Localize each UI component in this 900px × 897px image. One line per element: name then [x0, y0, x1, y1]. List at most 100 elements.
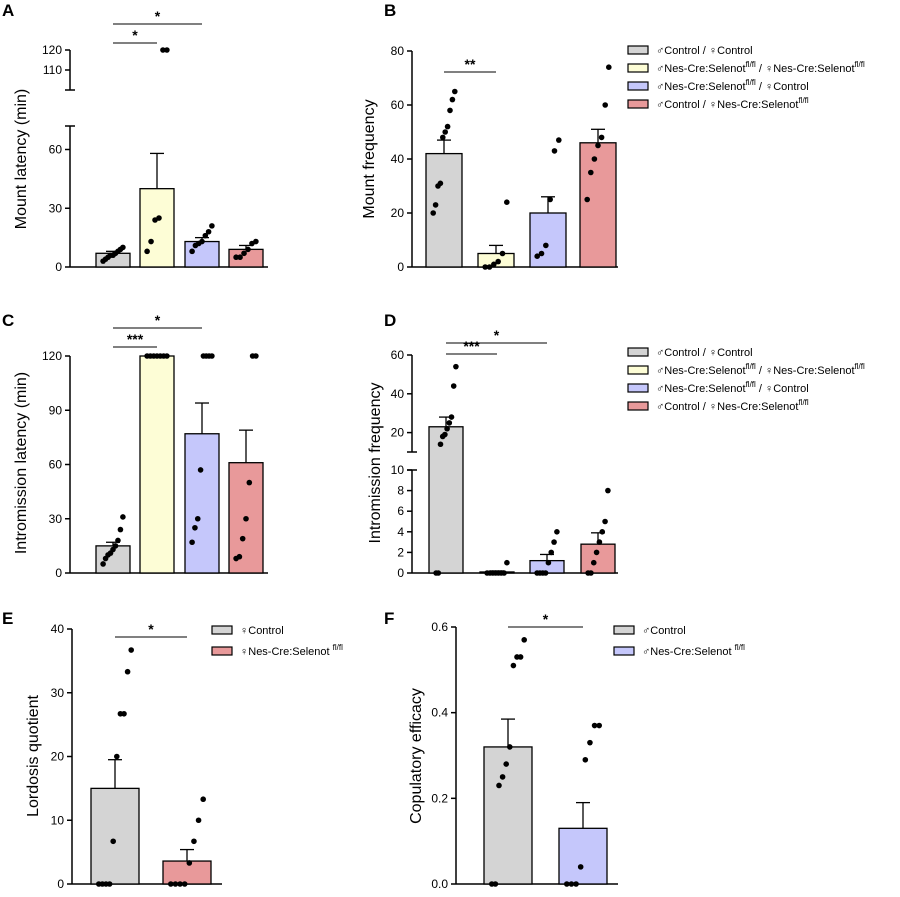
significance-label: ***	[127, 331, 144, 347]
y-tick-label: 120	[42, 349, 62, 363]
legend-label: ♂Control / ♀Nes-Cre:Selenotfl/fl	[656, 398, 809, 413]
panel-a-ylabel: Mount latency (min)	[13, 89, 30, 230]
legend-panel-b: ♂Control / ♀Control ♂Nes-Cre:Selenotfl/f…	[627, 45, 865, 111]
data-point	[177, 881, 183, 887]
data-point	[584, 196, 590, 203]
y-tick-label: 10	[51, 813, 65, 827]
data-point	[186, 860, 193, 866]
data-point	[241, 250, 247, 257]
y-tick-label: 20	[391, 206, 405, 220]
bar-gray	[483, 746, 533, 885]
data-point	[172, 881, 179, 887]
data-point	[538, 250, 545, 257]
legend-label: ♂Control	[642, 625, 686, 637]
y-tick-label: 6	[397, 504, 404, 518]
data-point	[548, 549, 555, 556]
data-point	[453, 363, 459, 370]
data-point	[253, 353, 259, 359]
bar-purple	[558, 827, 608, 885]
data-point	[492, 881, 499, 887]
data-point	[564, 881, 570, 887]
significance-label: *	[132, 27, 138, 43]
data-point	[591, 722, 598, 729]
data-point	[547, 196, 553, 203]
legend-label: ♀Control	[240, 625, 284, 637]
data-point	[237, 254, 243, 261]
data-point	[573, 881, 579, 887]
data-point	[591, 156, 598, 162]
significance-label: *	[543, 611, 549, 627]
legend-swatch-purple	[627, 383, 649, 393]
data-point	[510, 662, 517, 669]
data-point	[596, 539, 603, 545]
panel-a-plot: 0 30 60 110 120 * *	[42, 8, 268, 274]
legend-label: ♂Nes-Cre:Selenotfl/fl / ♀Control	[656, 380, 809, 395]
data-point	[164, 353, 170, 359]
y-tick-label: 60	[391, 98, 405, 112]
data-point	[121, 710, 127, 717]
data-point	[499, 250, 506, 257]
data-point	[503, 761, 510, 767]
y-tick-label: 60	[49, 458, 63, 472]
data-point	[195, 817, 202, 824]
y-tick-label: 0	[55, 566, 62, 580]
significance-label: *	[148, 621, 154, 637]
bar-purple	[184, 240, 220, 268]
data-point	[144, 248, 150, 255]
y-tick-label: 30	[51, 686, 65, 700]
legend-panel-f: ♂Control ♂Nes-Cre:Selenot fl/fl	[613, 625, 745, 658]
legend-label: ♂Nes-Cre:Selenotfl/fl / ♀Nes-Cre:Selenot…	[656, 60, 865, 75]
significance-label: *	[155, 312, 161, 328]
legend-label: ♂Control / ♀Control	[656, 347, 753, 359]
data-point	[437, 180, 444, 187]
data-point	[202, 232, 209, 239]
panel-f-ylabel: Copulatory efficacy	[408, 688, 425, 824]
panel-letter-a: A	[2, 1, 14, 20]
y-tick-label: 0.4	[431, 706, 448, 720]
data-point	[448, 414, 455, 420]
data-point	[606, 64, 612, 70]
bar-gray	[428, 426, 464, 574]
legend-swatch-yellow	[627, 63, 649, 73]
data-point	[442, 431, 448, 438]
data-point	[200, 796, 206, 803]
data-point	[432, 202, 439, 208]
data-point	[168, 881, 174, 887]
data-point	[110, 838, 116, 845]
data-point	[430, 210, 437, 216]
y-tick-label: 90	[49, 403, 63, 417]
data-point	[582, 756, 589, 763]
data-point	[602, 102, 608, 108]
y-tick-label: 4	[397, 525, 404, 539]
y-tick-label: 40	[51, 622, 65, 636]
data-point	[233, 254, 239, 261]
data-point	[577, 864, 584, 870]
y-tick-label: 110	[43, 63, 62, 77]
data-point	[205, 228, 212, 235]
data-point	[164, 47, 170, 53]
data-point	[551, 539, 557, 545]
significance-label: *	[494, 327, 500, 343]
data-point	[120, 244, 126, 251]
data-point	[199, 238, 205, 245]
y-tick-label: 30	[49, 201, 63, 215]
data-point	[545, 559, 552, 566]
significance-label: ***	[463, 338, 480, 354]
panel-letter-e: E	[2, 609, 13, 628]
y-tick-label: 0.0	[431, 877, 448, 891]
data-point	[189, 248, 195, 255]
data-point	[551, 148, 558, 154]
data-point	[452, 88, 458, 95]
data-point	[587, 739, 593, 746]
data-point	[442, 129, 449, 135]
legend-panel-d: ♂Control / ♀Control ♂Nes-Cre:Selenotfl/f…	[627, 347, 865, 413]
data-point	[554, 529, 560, 535]
data-point	[120, 514, 126, 520]
data-point	[106, 881, 113, 887]
legend-label: ♂Nes-Cre:Selenot fl/fl	[642, 643, 745, 658]
data-point	[596, 722, 602, 729]
y-tick-label: 0	[55, 260, 62, 274]
y-tick-label: 0	[397, 260, 404, 274]
